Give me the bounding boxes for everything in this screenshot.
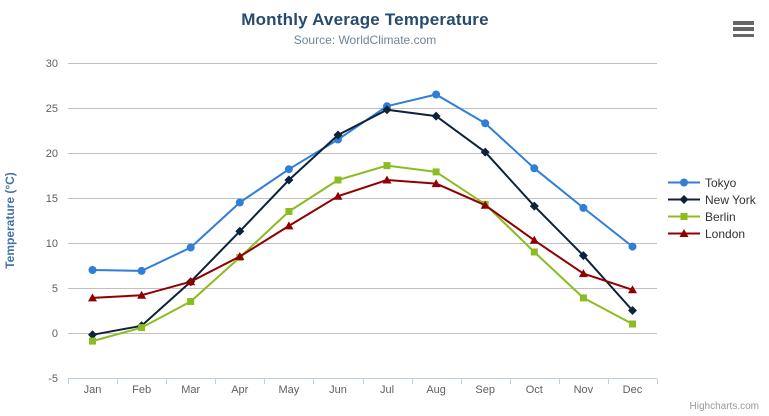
- y-tick-label: 20: [46, 148, 58, 160]
- data-point: [629, 320, 636, 328]
- data-point: [89, 337, 96, 345]
- x-tick-label: Jan: [84, 384, 102, 396]
- data-point: [186, 277, 196, 286]
- highcharts-credit[interactable]: Highcharts.com: [689, 401, 759, 412]
- x-tick-label: Oct: [526, 384, 543, 396]
- data-point: [579, 294, 587, 302]
- x-tick-label: Dec: [623, 384, 643, 396]
- data-point: [88, 293, 97, 302]
- y-tick-label: 25: [46, 103, 58, 115]
- x-tick-label: Apr: [231, 384, 248, 396]
- legend-marker-diamond-icon: [668, 195, 700, 204]
- hamburger-icon: [733, 27, 754, 31]
- x-tick-label: Mar: [181, 384, 200, 396]
- chart-title: Monthly Average Temperature: [241, 10, 489, 29]
- legend-marker-circle-icon: [668, 178, 700, 187]
- y-tick-label: 0: [52, 328, 58, 340]
- data-point: [138, 324, 146, 332]
- legend-item-london[interactable]: London: [668, 226, 756, 241]
- hamburger-icon: [733, 33, 754, 37]
- x-axis: [68, 378, 658, 384]
- data-point: [480, 147, 490, 157]
- series-tokyo[interactable]: [88, 90, 637, 275]
- x-tick-label: Aug: [426, 384, 446, 396]
- legend-label: London: [705, 226, 746, 241]
- data-point: [481, 119, 490, 128]
- data-point: [333, 130, 343, 140]
- data-point: [285, 208, 293, 215]
- y-tick-label: 5: [52, 283, 58, 295]
- data-point: [137, 290, 147, 299]
- y-axis-labels: -5 0 5 10 15 20 25 30: [46, 58, 58, 385]
- data-point: [137, 266, 146, 275]
- data-point: [334, 176, 342, 184]
- data-point: [187, 298, 195, 305]
- data-point: [431, 179, 441, 188]
- data-point: [382, 105, 392, 115]
- legend-label: New York: [705, 192, 756, 207]
- legend-marker-triangle-icon: [668, 229, 700, 237]
- data-point: [333, 191, 343, 200]
- x-tick-label: Nov: [574, 384, 594, 396]
- x-tick-label: Feb: [132, 384, 151, 396]
- data-point: [529, 201, 539, 211]
- y-tick-label: 10: [46, 238, 58, 250]
- data-point: [530, 248, 538, 256]
- hamburger-icon: [733, 21, 754, 25]
- legend-label: Berlin: [705, 209, 736, 224]
- y-tick-label: 30: [46, 58, 58, 70]
- legend-label: Tokyo: [705, 175, 737, 190]
- chart-subtitle: Source: WorldClimate.com: [293, 33, 437, 47]
- data-point: [383, 162, 391, 170]
- y-axis-title: Temperature (°C): [3, 172, 17, 269]
- data-point: [235, 198, 244, 207]
- y-tick-label: -5: [48, 373, 58, 385]
- data-point: [382, 175, 392, 184]
- data-point: [431, 111, 441, 121]
- legend: Tokyo New York Berlin London: [668, 175, 756, 241]
- data-point: [480, 200, 490, 209]
- series-london[interactable]: [88, 175, 637, 302]
- data-point: [530, 164, 539, 173]
- data-point: [432, 90, 441, 99]
- data-point: [578, 251, 588, 261]
- legend-item-new-york[interactable]: New York: [668, 192, 756, 207]
- x-axis-labels: Jan Feb Mar Apr May Jun Jul Aug Sep Oct Nov Dec: [84, 384, 643, 396]
- data-point: [628, 285, 637, 294]
- legend-item-berlin[interactable]: Berlin: [668, 209, 756, 224]
- data-point: [284, 175, 294, 185]
- series-new-york[interactable]: [88, 105, 637, 340]
- y-tick-label: 15: [46, 193, 58, 205]
- data-point: [284, 165, 293, 174]
- x-tick-label: Jul: [380, 384, 394, 396]
- data-point: [628, 242, 637, 251]
- data-point: [235, 226, 245, 236]
- data-point: [529, 235, 539, 244]
- data-point: [284, 221, 294, 230]
- legend-item-tokyo[interactable]: Tokyo: [668, 175, 756, 190]
- data-point: [235, 252, 245, 260]
- export-menu-button[interactable]: [733, 21, 754, 37]
- data-point: [88, 330, 97, 340]
- data-point: [88, 266, 97, 274]
- data-point: [628, 306, 637, 315]
- data-point: [578, 269, 588, 278]
- x-tick-label: May: [278, 384, 299, 396]
- data-point: [432, 168, 440, 176]
- legend-marker-square-icon: [668, 213, 700, 220]
- data-point: [186, 243, 195, 252]
- data-point: [579, 203, 588, 212]
- x-tick-label: Sep: [475, 384, 495, 396]
- x-tick-label: Jun: [329, 384, 347, 396]
- gridlines: [68, 63, 657, 379]
